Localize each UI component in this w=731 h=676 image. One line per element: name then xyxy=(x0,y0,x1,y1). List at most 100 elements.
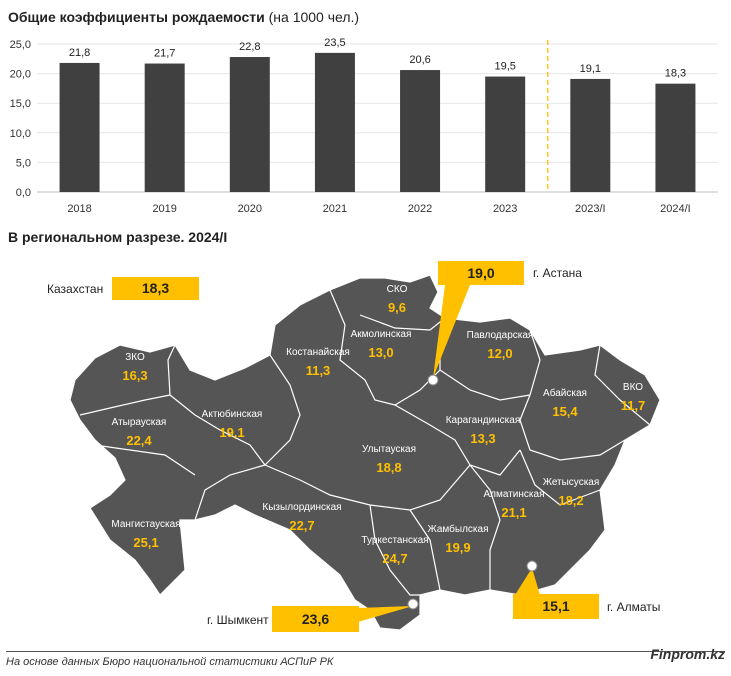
region-value-zko: 16,3 xyxy=(122,368,147,383)
region-value-zhetysu: 18,2 xyxy=(558,493,583,508)
border-ulytau-karaganda xyxy=(394,404,521,476)
callout-pointer-astana xyxy=(433,285,470,378)
region-value-zhambyl: 19,9 xyxy=(445,540,470,555)
region-name-kyzylorda: Кызылординская xyxy=(262,502,341,513)
kazakhstan-regions-map: СКО 9,6 Павлодарская 12,0 Костанайская 11,3 Ак… xyxy=(69,274,661,631)
border-kostanay-akmola xyxy=(329,289,396,406)
region-value-aktobe: 19,1 xyxy=(219,425,244,440)
birth-rate-bar-chart: 0,0 5,0 10,0 15,0 20,0 25,0 21,8 2018 21,7 2019 22… xyxy=(10,37,718,215)
region-name-sko: СКО xyxy=(387,284,408,295)
bar-value-label: 20,6 xyxy=(409,54,430,66)
region-value-almaty-region: 21,1 xyxy=(501,505,526,520)
kazakhstan-label: Казахстан xyxy=(47,282,104,296)
bar-2019 xyxy=(144,63,185,193)
bar-2023/I xyxy=(570,78,611,192)
bar-2022 xyxy=(400,70,441,192)
x-tick-label: 2024/I xyxy=(660,203,691,215)
bar-value-label: 19,1 xyxy=(580,63,601,75)
bar-2020 xyxy=(229,57,270,192)
region-value-vko: 11,7 xyxy=(621,398,646,413)
region-name-atyrau: Атырауская xyxy=(112,417,167,428)
border-kyzylorda-turkestan xyxy=(369,504,420,596)
border-zhambyl-almaty xyxy=(469,464,501,590)
border-west-aktobe xyxy=(167,344,176,396)
region-labels: СКО 9,6 Павлодарская 12,0 Костанайская 11,3 Ак… xyxy=(111,284,645,566)
border-almaty-zhetysu xyxy=(519,449,601,506)
y-tick-label: 20,0 xyxy=(10,69,31,81)
callout-pointer-shymkent xyxy=(358,606,413,622)
y-tick-label: 15,0 xyxy=(10,98,31,110)
border-aktobe-east xyxy=(169,394,266,466)
region-value-mangystau: 25,1 xyxy=(133,535,158,550)
y-tick-label: 0,0 xyxy=(16,187,31,199)
shymkent-label: г. Шымкент xyxy=(207,613,269,627)
region-name-akmola: Акмолинская xyxy=(351,329,412,340)
border-aktobe-south xyxy=(194,464,266,521)
region-value-ulytau: 18,8 xyxy=(376,460,401,475)
bar-value-label: 18,3 xyxy=(665,68,686,80)
region-name-turkestan: Туркестанская xyxy=(361,535,428,546)
region-value-abay: 15,4 xyxy=(552,404,578,419)
callout-pointer-almaty xyxy=(515,568,540,595)
city-marker-almaty xyxy=(526,560,538,572)
region-name-zhambyl: Жамбылская xyxy=(428,523,489,535)
region-value-karaganda: 13,3 xyxy=(470,431,495,446)
x-tick-label: 2021 xyxy=(323,203,347,215)
kazakhstan-outline xyxy=(69,274,661,631)
border-zko-atyrau xyxy=(79,394,171,416)
city-marker-astana xyxy=(427,374,439,386)
x-tick-label: 2023 xyxy=(493,203,517,215)
border-sko-akmola xyxy=(359,314,446,331)
brand-logo-text: Finprom.kz xyxy=(650,646,725,662)
border-atyrau-mangystau xyxy=(94,444,196,476)
region-value-atyrau: 22,4 xyxy=(126,433,152,448)
region-value-sko: 9,6 xyxy=(388,300,406,315)
region-name-karaganda: Карагандинская xyxy=(446,415,521,426)
region-borders xyxy=(79,289,651,596)
region-name-pavlodar: Павлодарская xyxy=(467,330,534,341)
region-value-turkestan: 24,7 xyxy=(382,551,407,566)
bar-2023 xyxy=(485,76,526,192)
astana-label: г. Астана xyxy=(533,266,582,280)
region-value-pavlodar: 12,0 xyxy=(487,346,512,361)
source-note: На основе данных Бюро национальной стати… xyxy=(6,656,334,668)
region-name-aktobe: Актюбинская xyxy=(202,408,263,420)
chart-title-unit: (на 1000 чел.) xyxy=(264,9,360,25)
region-name-almaty-region: Алматинская xyxy=(484,489,545,500)
bar-2024/I xyxy=(655,83,696,192)
astana-value-box: 19,0 xyxy=(438,261,524,285)
shymkent-value-box: 23,6 xyxy=(272,606,359,632)
region-value-kyzylorda: 22,7 xyxy=(289,518,314,533)
border-kostanay xyxy=(264,354,301,466)
bar-value-label: 21,7 xyxy=(154,48,175,60)
x-tick-label: 2023/I xyxy=(575,203,606,215)
x-tick-label: 2019 xyxy=(152,203,176,215)
y-tick-label: 10,0 xyxy=(10,128,31,140)
almaty-value-box: 15,1 xyxy=(513,594,599,619)
region-value-kostanay: 11,3 xyxy=(306,363,331,378)
x-tick-label: 2022 xyxy=(408,203,432,215)
bar-2021 xyxy=(314,52,355,192)
bar-value-label: 21,8 xyxy=(69,47,90,59)
border-abay-south xyxy=(519,394,626,461)
region-name-mangystau: Мангистауская xyxy=(111,519,180,530)
map-section-title: В региональном разрезе. 2024/I xyxy=(8,229,228,245)
chart-title: Общие коэффициенты рождаемости (на 1000 … xyxy=(8,9,359,25)
border-akmola-karaganda xyxy=(394,369,531,406)
map-shape xyxy=(69,274,661,631)
city-marker-shymkent xyxy=(407,598,419,610)
x-tick-label: 2018 xyxy=(67,203,91,215)
border-abay-vko xyxy=(594,344,651,426)
y-tick-label: 25,0 xyxy=(10,39,31,51)
almaty-label: г. Алматы xyxy=(607,600,661,614)
region-value-akmola: 13,0 xyxy=(368,345,393,360)
region-name-zko: ЗКО xyxy=(125,352,145,363)
region-name-vko: ВКО xyxy=(623,382,643,393)
border-turkestan-zhambyl xyxy=(409,509,441,591)
bar-2018 xyxy=(59,62,100,192)
bar-value-label: 22,8 xyxy=(239,41,260,53)
region-name-ulytau: Улытауская xyxy=(362,444,416,455)
region-name-kostanay: Костанайская xyxy=(286,347,350,358)
y-tick-label: 5,0 xyxy=(16,157,31,169)
x-tick-label: 2020 xyxy=(238,203,262,215)
